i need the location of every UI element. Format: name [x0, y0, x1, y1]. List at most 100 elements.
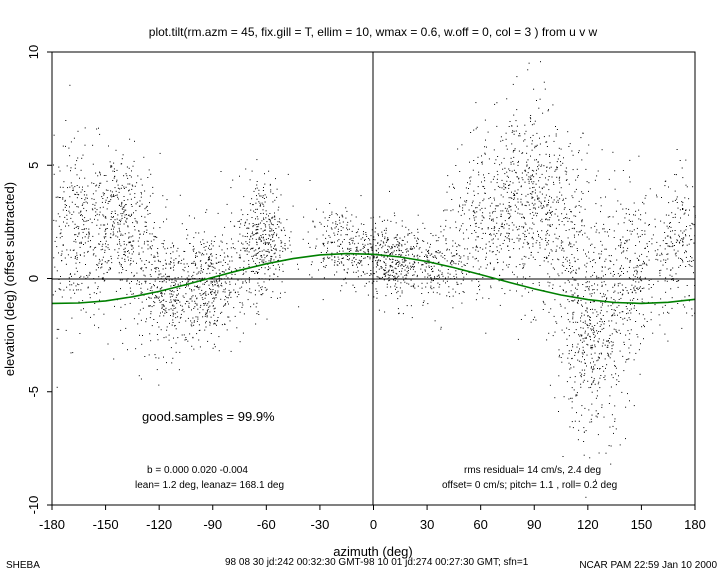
scatter-point	[109, 267, 111, 269]
scatter-point	[600, 240, 602, 242]
scatter-point	[524, 204, 526, 206]
scatter-point	[105, 199, 107, 201]
scatter-point	[502, 139, 504, 141]
scatter-point	[120, 234, 122, 236]
scatter-point	[572, 314, 574, 316]
scatter-point	[460, 197, 461, 199]
scatter-point	[136, 283, 138, 285]
scatter-point	[629, 299, 631, 301]
scatter-point	[144, 241, 145, 243]
scatter-point	[619, 239, 621, 241]
scatter-point	[603, 293, 604, 295]
scatter-point	[421, 282, 423, 284]
scatter-point	[108, 248, 110, 250]
scatter-point	[523, 267, 524, 269]
scatter-point	[558, 259, 560, 261]
scatter-point	[118, 261, 120, 263]
scatter-point	[135, 203, 137, 205]
scatter-point	[597, 368, 598, 369]
scatter-point	[215, 272, 217, 274]
scatter-point	[89, 271, 91, 273]
scatter-point	[221, 271, 223, 273]
scatter-point	[397, 266, 399, 267]
scatter-point	[571, 397, 573, 399]
scatter-point	[559, 182, 561, 184]
scatter-point	[381, 247, 383, 249]
scatter-point	[606, 231, 608, 233]
scatter-point	[111, 262, 113, 264]
scatter-point	[79, 242, 80, 244]
scatter-point	[263, 198, 265, 199]
scatter-point	[451, 260, 453, 262]
scatter-point	[493, 269, 495, 271]
scatter-point	[678, 241, 680, 243]
scatter-point	[530, 115, 532, 116]
scatter-point	[680, 258, 682, 259]
scatter-point	[134, 218, 136, 220]
scatter-point	[479, 284, 481, 286]
scatter-point	[590, 418, 592, 420]
scatter-point	[182, 308, 184, 310]
scatter-point	[685, 159, 687, 161]
scatter-point	[602, 302, 604, 304]
scatter-point	[539, 177, 541, 178]
scatter-point	[124, 247, 126, 249]
scatter-point	[146, 318, 147, 320]
scatter-point	[274, 248, 276, 250]
scatter-point	[349, 248, 350, 250]
scatter-point	[404, 275, 406, 276]
scatter-point	[196, 286, 198, 288]
scatter-point	[546, 244, 548, 246]
scatter-point	[357, 231, 359, 233]
scatter-point	[178, 262, 180, 264]
scatter-point	[263, 261, 265, 263]
scatter-point	[206, 310, 208, 312]
scatter-point	[257, 271, 258, 273]
scatter-point	[515, 266, 517, 268]
scatter-point	[574, 352, 576, 354]
scatter-point	[375, 222, 376, 224]
scatter-point	[609, 229, 611, 230]
scatter-point	[316, 208, 317, 210]
scatter-point	[489, 197, 491, 198]
scatter-point	[536, 132, 538, 134]
scatter-point	[664, 333, 666, 335]
scatter-point	[677, 240, 679, 242]
scatter-point	[244, 236, 246, 237]
scatter-point	[603, 295, 605, 297]
scatter-point	[409, 248, 411, 250]
scatter-point	[280, 194, 282, 196]
scatter-point	[562, 262, 564, 263]
x-tick-label: -120	[146, 517, 172, 532]
scatter-point	[529, 177, 531, 179]
scatter-point	[128, 259, 129, 261]
scatter-point	[627, 312, 629, 314]
scatter-point	[75, 267, 77, 269]
scatter-point	[440, 326, 442, 328]
scatter-point	[169, 293, 171, 295]
scatter-point	[424, 227, 426, 229]
x-tick-label: -150	[93, 517, 119, 532]
scatter-point	[99, 207, 101, 209]
scatter-point	[262, 196, 264, 198]
scatter-point	[640, 279, 642, 281]
scatter-point	[200, 266, 202, 268]
scatter-point	[373, 256, 375, 258]
scatter-point	[682, 202, 684, 204]
scatter-point	[85, 228, 87, 230]
scatter-point	[175, 328, 177, 330]
scatter-point	[571, 221, 573, 223]
scatter-point	[111, 211, 113, 213]
scatter-point	[529, 227, 531, 229]
scatter-point	[66, 165, 68, 167]
scatter-point	[445, 277, 446, 279]
scatter-point	[232, 247, 234, 249]
scatter-point	[562, 241, 564, 243]
scatter-point	[217, 212, 219, 214]
scatter-point	[580, 386, 582, 388]
scatter-point	[165, 277, 167, 279]
scatter-point	[526, 201, 528, 203]
scatter-point	[209, 249, 211, 250]
scatter-point	[473, 160, 475, 161]
scatter-point	[385, 275, 387, 277]
